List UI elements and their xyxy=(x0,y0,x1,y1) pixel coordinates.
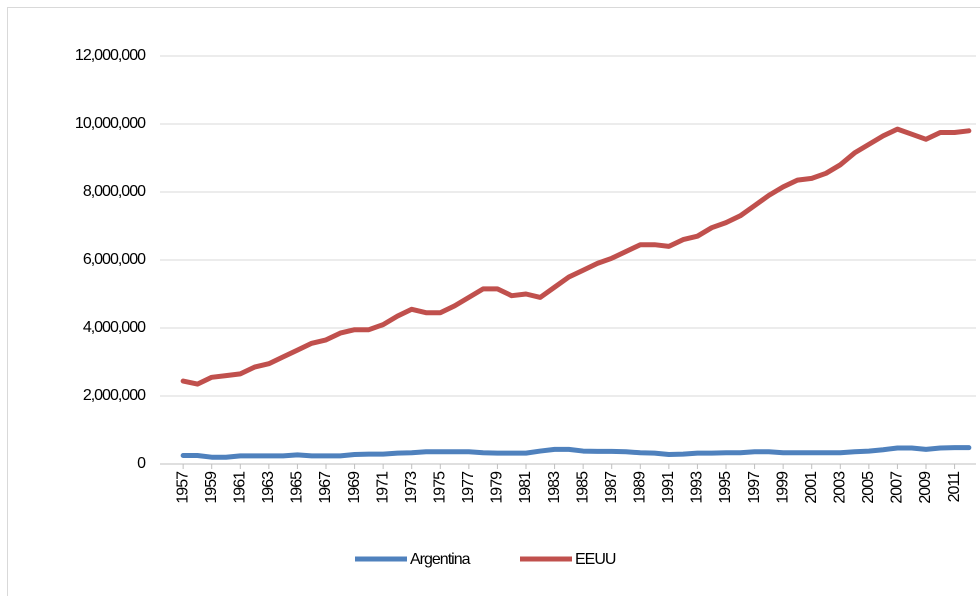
y-tick-label: 6,000,000 xyxy=(83,251,146,268)
x-tick-label: 2003 xyxy=(832,471,849,504)
series-line xyxy=(180,126,972,387)
x-tick-label: 1959 xyxy=(203,471,220,504)
x-tick-label: 2001 xyxy=(803,471,820,504)
x-tick-label: 2007 xyxy=(889,471,906,504)
x-tick-label: 1983 xyxy=(546,471,563,504)
x-tick-label: 1957 xyxy=(174,471,191,504)
x-tick-label: 1961 xyxy=(232,471,249,504)
x-tick-label: 1987 xyxy=(603,471,620,504)
x-tick-label: 2009 xyxy=(917,471,934,504)
x-tick-label: 1995 xyxy=(717,471,734,504)
x-tick-label: 1997 xyxy=(746,471,763,504)
legend-label: Argentina xyxy=(410,551,471,568)
x-tick-label: 1989 xyxy=(632,471,649,504)
y-tick-label: 8,000,000 xyxy=(83,183,146,200)
x-tick-label: 1973 xyxy=(403,471,420,504)
x-tick-label: 1991 xyxy=(660,471,677,504)
y-tick-label: 4,000,000 xyxy=(83,319,146,336)
x-tick-label: 1975 xyxy=(432,471,449,504)
series-line xyxy=(180,445,972,460)
x-tick-label: 2011 xyxy=(946,471,963,503)
y-tick-label: 12,000,000 xyxy=(75,47,146,64)
chart-frame xyxy=(7,7,980,596)
x-tick-label: 1985 xyxy=(574,471,591,504)
x-tick-label: 2005 xyxy=(860,471,877,504)
x-tick-label: 1971 xyxy=(374,471,391,504)
y-tick-label: 2,000,000 xyxy=(83,387,146,404)
x-tick-label: 1981 xyxy=(517,471,534,504)
x-tick-label: 1979 xyxy=(489,471,506,504)
x-tick-label: 1993 xyxy=(689,471,706,504)
y-tick-label: 10,000,000 xyxy=(75,115,146,132)
x-tick-label: 1969 xyxy=(346,471,363,504)
x-tick-label: 1965 xyxy=(289,471,306,504)
x-tick-label: 1967 xyxy=(317,471,334,504)
y-tick-label: 0 xyxy=(137,455,146,472)
x-tick-label: 1963 xyxy=(260,471,277,504)
x-tick-label: 1999 xyxy=(774,471,791,504)
legend-label: EEUU xyxy=(575,551,616,568)
x-tick-label: 1977 xyxy=(460,471,477,504)
